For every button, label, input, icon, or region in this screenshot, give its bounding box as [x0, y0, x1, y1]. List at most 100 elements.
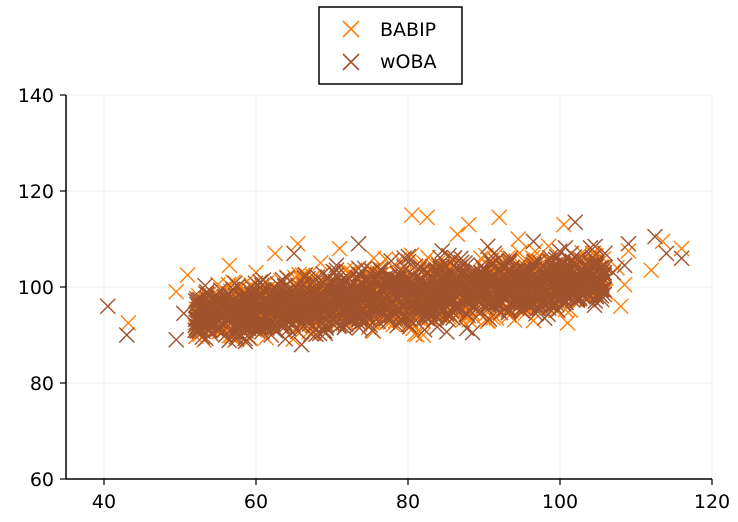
data-point [381, 312, 397, 329]
data-point [408, 290, 425, 307]
data-point [475, 260, 492, 277]
data-point [388, 271, 405, 288]
data-point [354, 300, 371, 317]
data-point [587, 293, 604, 310]
data-point [288, 296, 305, 313]
data-point [529, 300, 546, 317]
data-point [277, 330, 294, 347]
data-point [253, 320, 270, 337]
data-point [230, 314, 247, 331]
data-point [441, 288, 458, 305]
data-point [580, 279, 597, 296]
series-woba [99, 214, 690, 353]
data-point [289, 276, 306, 293]
y-tick-label: 100 [18, 277, 54, 299]
data-point [362, 286, 378, 303]
data-point [340, 289, 357, 306]
data-point [365, 250, 382, 267]
data-point [265, 283, 282, 300]
data-point [574, 288, 591, 305]
data-point [168, 331, 185, 348]
data-point [449, 226, 466, 243]
data-point [293, 336, 310, 353]
data-point [437, 267, 454, 284]
data-point [175, 305, 192, 322]
data-point [396, 250, 413, 267]
data-point [472, 279, 489, 295]
data-point [301, 283, 318, 300]
data-point [582, 239, 599, 256]
data-point [595, 267, 612, 284]
data-point [343, 279, 359, 295]
data-point [297, 291, 314, 308]
y-ticks: 60 80 100 120 140 [18, 85, 66, 491]
data-point [300, 270, 317, 287]
data-point [567, 214, 584, 231]
data-point [335, 308, 352, 325]
data-point [416, 279, 433, 296]
data-point [573, 252, 590, 269]
data-point [488, 253, 505, 269]
data-point [330, 318, 347, 335]
data-point [620, 235, 637, 252]
data-point [335, 315, 352, 331]
data-point [384, 282, 401, 299]
data-point [303, 326, 320, 343]
x-tick-label: 120 [694, 491, 730, 513]
data-point [196, 307, 213, 324]
data-point [562, 282, 579, 299]
data-point [259, 293, 276, 310]
data-point [237, 333, 254, 350]
data-point [351, 266, 368, 283]
data-point [510, 286, 527, 303]
data-point [479, 238, 496, 255]
data-point [533, 276, 549, 293]
data-point [517, 264, 534, 281]
data-point [612, 298, 629, 315]
data-point [548, 259, 565, 276]
data-point [179, 267, 196, 283]
data-point [240, 294, 257, 311]
data-point [502, 250, 519, 267]
data-point [434, 243, 451, 259]
data-point [536, 310, 553, 327]
data-point [196, 300, 213, 317]
data-point [279, 308, 296, 325]
data-point [251, 310, 268, 327]
data-point [118, 327, 135, 343]
data-point [508, 269, 525, 286]
data-point [282, 298, 299, 315]
data-point [239, 287, 256, 304]
data-point [523, 297, 540, 314]
data-point [168, 283, 185, 300]
x-tick-label: 40 [92, 491, 116, 513]
data-point [587, 238, 604, 255]
data-point [544, 259, 561, 276]
data-point [347, 298, 364, 315]
data-point [658, 245, 675, 262]
data-point [426, 305, 443, 322]
legend-box [318, 6, 463, 85]
data-point [540, 295, 557, 312]
data-point [555, 216, 572, 233]
data-point [605, 264, 622, 281]
data-point [400, 248, 417, 265]
data-point [500, 301, 517, 318]
x-tick-label: 80 [396, 491, 420, 513]
data-point [445, 310, 462, 327]
data-point [296, 311, 313, 328]
data-point [407, 269, 424, 286]
legend-marker-babip [342, 20, 360, 38]
data-point [673, 250, 690, 267]
legend-label-woba: wOBA [380, 51, 437, 73]
x-tick-label: 60 [244, 491, 268, 513]
data-point [350, 260, 367, 277]
data-point [221, 257, 238, 274]
data-point [210, 312, 226, 329]
data-point [495, 267, 511, 283]
data-point [369, 273, 386, 290]
data-point [433, 284, 450, 301]
data-point [308, 307, 325, 324]
data-point [215, 322, 232, 339]
data-point [364, 322, 381, 339]
